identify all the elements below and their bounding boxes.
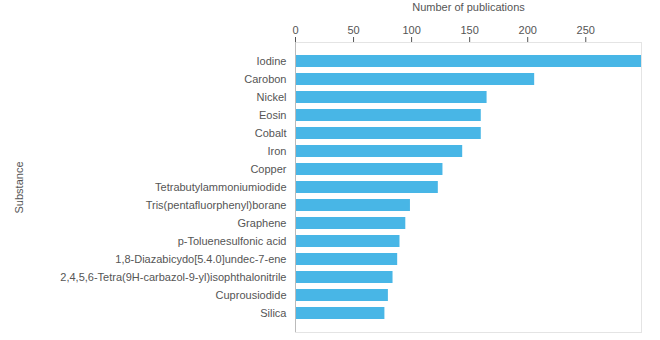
svg-text:Eosin: Eosin <box>259 109 287 121</box>
svg-text:Cobalt: Cobalt <box>255 127 287 139</box>
svg-text:Tetrabutylammoniumiodide: Tetrabutylammoniumiodide <box>155 181 286 193</box>
svg-text:Carobon: Carobon <box>244 73 286 85</box>
svg-text:Number of publications: Number of publications <box>412 1 525 13</box>
svg-text:150: 150 <box>460 24 478 36</box>
svg-text:Tris(pentafluorphenyl)borane: Tris(pentafluorphenyl)borane <box>146 199 287 211</box>
svg-text:Iodine: Iodine <box>257 55 287 67</box>
svg-text:0: 0 <box>292 24 298 36</box>
svg-text:100: 100 <box>402 24 420 36</box>
svg-text:50: 50 <box>347 24 359 36</box>
svg-text:200: 200 <box>519 24 537 36</box>
svg-text:Nickel: Nickel <box>257 91 287 103</box>
svg-text:Copper: Copper <box>250 163 286 175</box>
svg-text:2,4,5,6-Tetra(9H-carbazol-9-yl: 2,4,5,6-Tetra(9H-carbazol-9-yl)isophthal… <box>60 271 286 283</box>
svg-text:Cuprousiodide: Cuprousiodide <box>216 289 287 301</box>
svg-text:250: 250 <box>577 24 595 36</box>
svg-text:p-Toluenesulfonic acid: p-Toluenesulfonic acid <box>178 235 287 247</box>
svg-text:Substance: Substance <box>13 162 25 214</box>
svg-text:Graphene: Graphene <box>238 217 287 229</box>
svg-text:Iron: Iron <box>268 145 287 157</box>
svg-text:Silica: Silica <box>260 307 287 319</box>
svg-text:1,8-Diazabicydo[5.4.0]undec-7-: 1,8-Diazabicydo[5.4.0]undec-7-ene <box>115 253 286 265</box>
